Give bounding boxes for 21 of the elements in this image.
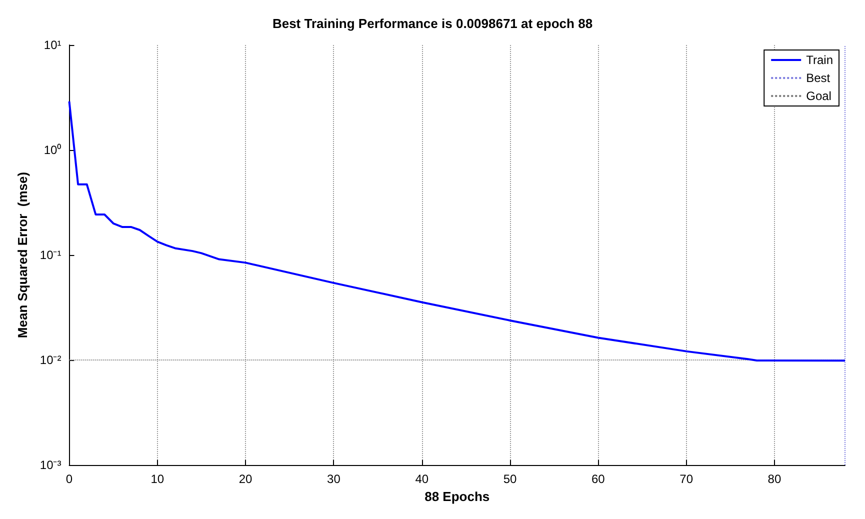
ref-line-label: Best [806,71,831,85]
legend-label: Train [806,53,834,67]
y-tick-label: 10⁻¹ [40,248,62,262]
x-axis-title: 88 Epochs [424,488,490,504]
x-tick-label: 60 [591,472,606,486]
x-tick-label: 40 [415,472,429,486]
x-tick-label: 80 [768,472,782,486]
y-tick-label: 10⁻³ [40,458,62,472]
y-tick-label: 10⁰ [44,143,62,157]
y-tick-label: 10¹ [44,38,62,52]
y-axis-title: Mean Squared Error (mse) [15,172,30,338]
x-tick-label: 30 [327,472,341,486]
line-series [68,100,846,362]
x-tick-label: 0 [66,472,73,486]
y-tick-label: 10⁻² [40,353,62,367]
x-tick-label: 20 [238,472,253,486]
x-tick-label: 70 [680,472,694,486]
x-tick-label: 10 [150,472,164,486]
x-tick-label: 50 [503,472,518,486]
legend-label: Goal [806,89,832,103]
chart-title: Best Training Performance is 0.0098671 at epoch 88 [272,16,593,31]
